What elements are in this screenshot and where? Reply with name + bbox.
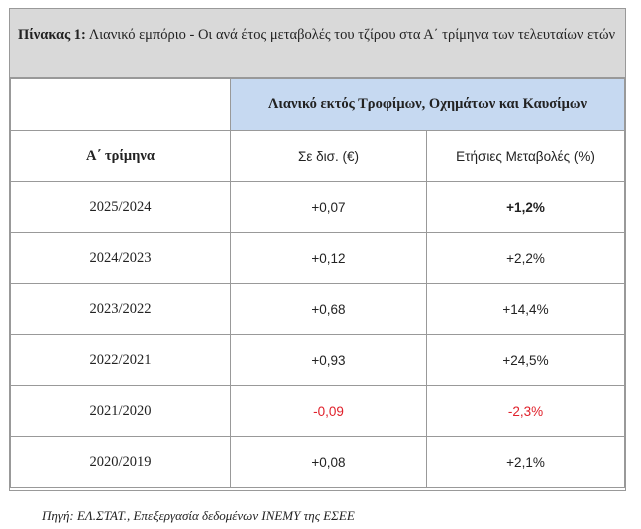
row: 2022/2021 +0,93 +24,5% bbox=[10, 334, 625, 386]
cell: +0,12 bbox=[230, 232, 427, 284]
group-header: Λιανικό εκτός Τροφίμων, Οχημάτων και Καυ… bbox=[230, 78, 625, 131]
cell: +0,93 bbox=[230, 334, 427, 386]
cell: +2,2% bbox=[426, 232, 625, 284]
cell: 2025/2024 bbox=[10, 181, 231, 233]
cell: 2024/2023 bbox=[10, 232, 231, 284]
title: Πίνακας 1: Λιανικό εμπόριο - Οι ανά έτος… bbox=[10, 9, 625, 78]
cell: +0,68 bbox=[230, 283, 427, 335]
row: 2021/2020 -0,09 -2,3% bbox=[10, 385, 625, 437]
cell: +1,2% bbox=[426, 181, 625, 233]
cell: +0,07 bbox=[230, 181, 427, 233]
column-header: Α΄ τρίμηνα bbox=[10, 130, 231, 182]
cell: -2,3% bbox=[426, 385, 625, 437]
table: Λιανικό εκτός Τροφίμων, Οχημάτων και Καυ… bbox=[10, 78, 625, 488]
group-row: Λιανικό εκτός Τροφίμων, Οχημάτων και Καυ… bbox=[10, 78, 625, 131]
title-text: Λιανικό εμπόριο - Οι ανά έτος μεταβολές … bbox=[88, 27, 616, 43]
title-label: Πίνακας 1: bbox=[18, 27, 86, 43]
column-header: Ετήσιες Μεταβολές (%) bbox=[426, 130, 625, 182]
cell: 2021/2020 bbox=[10, 385, 231, 437]
cell: 2022/2021 bbox=[10, 334, 231, 386]
cell: 2023/2022 bbox=[10, 283, 231, 335]
empty-cell bbox=[10, 78, 231, 131]
row: 2020/2019 +0,08 +2,1% bbox=[10, 436, 625, 488]
cell: +24,5% bbox=[426, 334, 625, 386]
row: 2023/2022 +0,68 +14,4% bbox=[10, 283, 625, 335]
frame bbox=[9, 8, 626, 491]
cell: 2020/2019 bbox=[10, 436, 231, 488]
source: Πηγή: ΕΛ.ΣΤΑΤ., Επεξεργασία δεδομένων ΙΝ… bbox=[42, 508, 355, 523]
cell: -0,09 bbox=[230, 385, 427, 437]
cell: +2,1% bbox=[426, 436, 625, 488]
column-header: Σε δισ. (€) bbox=[230, 130, 427, 182]
row: 2025/2024 +0,07 +1,2% bbox=[10, 181, 625, 233]
cell: +14,4% bbox=[426, 283, 625, 335]
cell: +0,08 bbox=[230, 436, 427, 488]
header-row: Α΄ τρίμηνα Σε δισ. (€) Ετήσιες Μεταβολές… bbox=[10, 130, 625, 182]
row: 2024/2023 +0,12 +2,2% bbox=[10, 232, 625, 284]
